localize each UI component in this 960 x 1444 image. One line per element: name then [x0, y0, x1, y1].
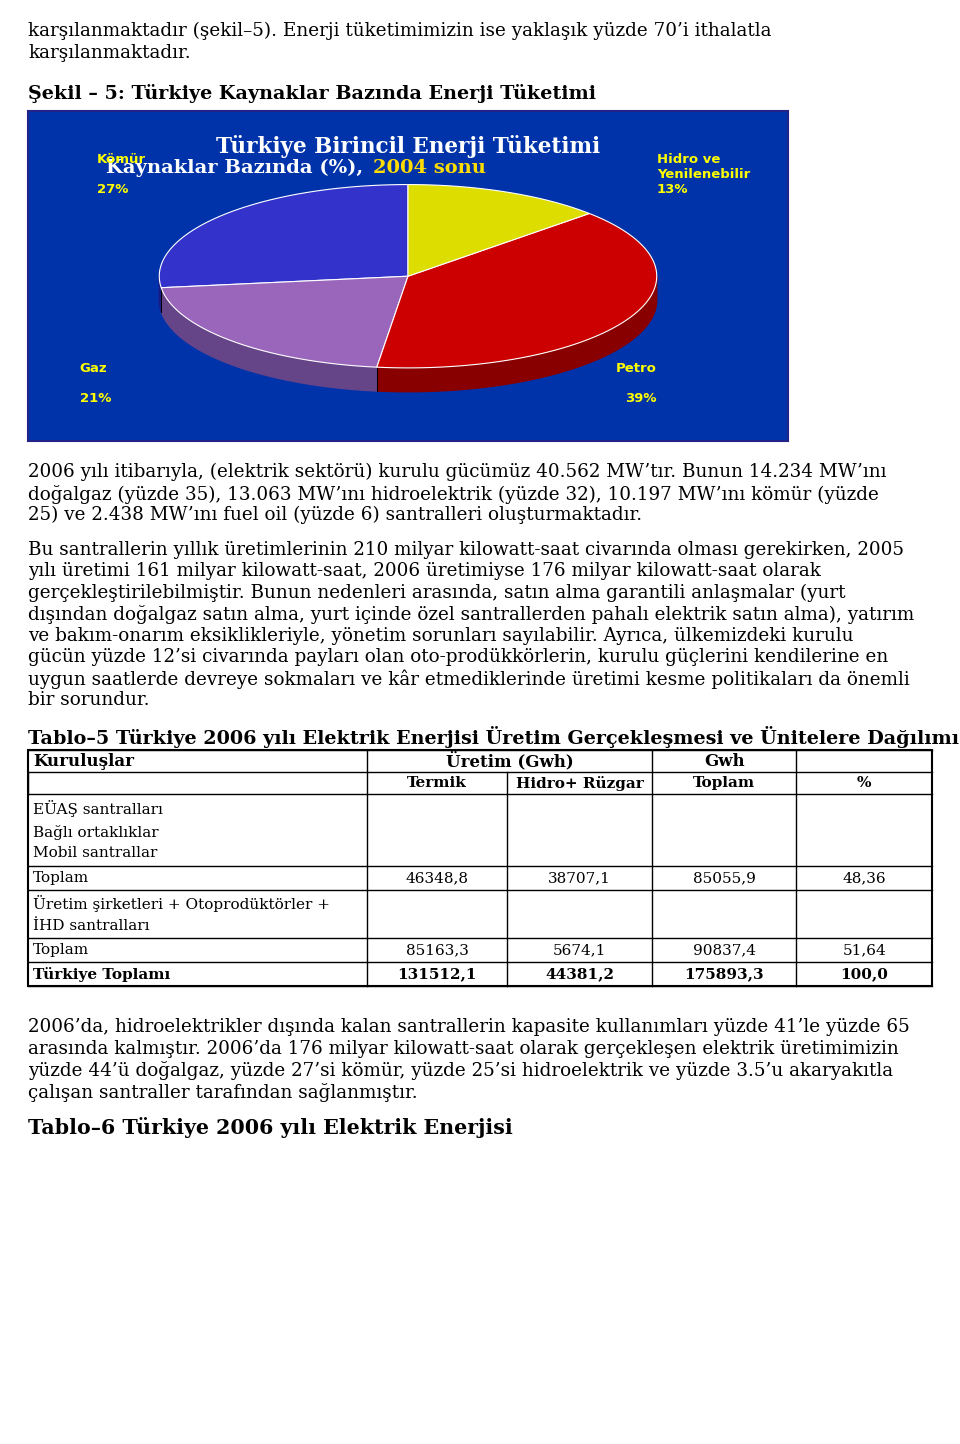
Text: bir sorundur.: bir sorundur.	[28, 692, 150, 709]
Text: gerçekleştirilebilmiştir. Bunun nedenleri arasında, satın alma garantili anlaşma: gerçekleştirilebilmiştir. Bunun nedenler…	[28, 583, 846, 602]
Polygon shape	[159, 185, 408, 287]
Bar	[28, 111, 788, 442]
Text: %: %	[857, 777, 872, 790]
Text: çalışan santraller tarafından sağlanmıştır.: çalışan santraller tarafından sağlanmışt…	[28, 1083, 418, 1102]
Text: 2006’da, hidroelektrikler dışında kalan santrallerin kapasite kullanımları yüzde: 2006’da, hidroelektrikler dışında kalan …	[28, 1018, 910, 1037]
Text: Toplam: Toplam	[33, 871, 89, 885]
Text: 51,64: 51,64	[842, 943, 886, 957]
Text: uygun saatlerde devreye sokmaları ve kâr etmediklerinde üretimi kesme politikala: uygun saatlerde devreye sokmaları ve kâr…	[28, 670, 910, 689]
Polygon shape	[377, 214, 657, 368]
Polygon shape	[161, 276, 408, 367]
Text: Gwh: Gwh	[704, 752, 744, 770]
Text: yüzde 44’ü doğalgaz, yüzde 27’si kömür, yüzde 25’si hidroelektrik ve yüzde 3.5’u: yüzde 44’ü doğalgaz, yüzde 27’si kömür, …	[28, 1061, 893, 1080]
Text: Gaz: Gaz	[80, 362, 108, 375]
Text: ve bakım-onarım eksiklikleriyle, yönetim sorunları sayılabilir. Ayrıca, ülkemizd: ve bakım-onarım eksiklikleriyle, yönetim…	[28, 627, 853, 644]
Bar	[28, 751, 932, 986]
Text: Kuruluşlar: Kuruluşlar	[33, 752, 134, 770]
Text: Bu santrallerin yıllık üretimlerinin 210 milyar kilowatt-saat civarında olması g: Bu santrallerin yıllık üretimlerinin 210…	[28, 540, 904, 559]
Text: Üretim şirketleri + Otoprodüktörler +
İHD santralları: Üretim şirketleri + Otoprodüktörler + İH…	[33, 895, 330, 933]
Text: Türkiye Birincil Enerji Tüketimi: Türkiye Birincil Enerji Tüketimi	[216, 136, 600, 159]
Text: Toplam: Toplam	[693, 777, 756, 790]
Text: 46348,8: 46348,8	[405, 871, 468, 885]
Text: 85055,9: 85055,9	[693, 871, 756, 885]
Text: dışından doğalgaz satın alma, yurt içinde özel santrallerden pahalı elektrik sat: dışından doğalgaz satın alma, yurt içind…	[28, 605, 914, 624]
Text: Toplam: Toplam	[33, 943, 89, 957]
Text: 85163,3: 85163,3	[406, 943, 468, 957]
Text: yılı üretimi 161 milyar kilowatt-saat, 2006 üretimiyse 176 milyar kilowatt-saat : yılı üretimi 161 milyar kilowatt-saat, 2…	[28, 562, 821, 580]
Text: arasında kalmıştır. 2006’da 176 milyar kilowatt-saat olarak gerçekleşen elektrik: arasında kalmıştır. 2006’da 176 milyar k…	[28, 1040, 899, 1058]
Polygon shape	[161, 287, 377, 391]
Text: karşılanmaktadır (şekil–5). Enerji tüketimimizin ise yaklaşık yüzde 70’i ithalat: karşılanmaktadır (şekil–5). Enerji tüket…	[28, 22, 772, 40]
Text: 44381,2: 44381,2	[545, 967, 614, 982]
Text: 175893,3: 175893,3	[684, 967, 764, 982]
Text: 2004 sonu: 2004 sonu	[373, 159, 486, 178]
Text: Termik: Termik	[407, 777, 467, 790]
Text: 100,0: 100,0	[840, 967, 888, 982]
Text: Şekil – 5: Türkiye Kaynaklar Bazında Enerji Tüketimi: Şekil – 5: Türkiye Kaynaklar Bazında Ene…	[28, 84, 596, 104]
Polygon shape	[377, 276, 657, 391]
Text: Üretim (Gwh): Üretim (Gwh)	[445, 752, 573, 771]
Text: Hidro+ Rüzgar: Hidro+ Rüzgar	[516, 775, 643, 791]
Text: Tablo–6 Türkiye 2006 yılı Elektrik Enerjisi: Tablo–6 Türkiye 2006 yılı Elektrik Enerj…	[28, 1118, 513, 1138]
Text: 25) ve 2.438 MW’ını fuel oil (yüzde 6) santralleri oluşturmaktadır.: 25) ve 2.438 MW’ını fuel oil (yüzde 6) s…	[28, 507, 642, 524]
Text: 38707,1: 38707,1	[548, 871, 611, 885]
Polygon shape	[408, 185, 589, 276]
Text: 27%: 27%	[97, 183, 129, 196]
Text: 2006 yılı itibarıyla, (elektrik sektörü) kurulu gücümüz 40.562 MW’tır. Bunun 14.: 2006 yılı itibarıyla, (elektrik sektörü)…	[28, 464, 886, 481]
Text: gücün yüzde 12’si civarında payları olan oto-prodükkörlerin, kurulu güçlerini ke: gücün yüzde 12’si civarında payları olan…	[28, 648, 888, 666]
Text: 131512,1: 131512,1	[397, 967, 477, 982]
Text: EÜAŞ santralları
Bağlı ortaklıklar
Mobil santrallar: EÜAŞ santralları Bağlı ortaklıklar Mobil…	[33, 800, 163, 861]
Text: 13%: 13%	[657, 183, 688, 196]
Text: Tablo–5 Türkiye 2006 yılı Elektrik Enerjisi Üretim Gerçekleşmesi ve Ünitelere Da: Tablo–5 Türkiye 2006 yılı Elektrik Enerj…	[28, 725, 959, 748]
Text: 5674,1: 5674,1	[553, 943, 606, 957]
Text: Hidro ve
Yenilenebilir: Hidro ve Yenilenebilir	[657, 153, 750, 182]
Text: Kaynaklar Bazında (%),: Kaynaklar Bazında (%),	[107, 159, 370, 178]
Text: 21%: 21%	[80, 391, 111, 404]
Text: 90837,4: 90837,4	[692, 943, 756, 957]
Text: Petro: Petro	[616, 362, 657, 375]
Text: Kömür: Kömür	[97, 153, 146, 166]
Text: 39%: 39%	[625, 391, 657, 404]
Text: karşılanmaktadır.: karşılanmaktadır.	[28, 43, 191, 62]
Text: Türkiye Toplamı: Türkiye Toplamı	[33, 966, 170, 982]
Polygon shape	[159, 276, 161, 312]
Text: 48,36: 48,36	[842, 871, 886, 885]
Text: doğalgaz (yüzde 35), 13.063 MW’ını hidroelektrik (yüzde 32), 10.197 MW’ını kömür: doğalgaz (yüzde 35), 13.063 MW’ını hidro…	[28, 485, 878, 504]
